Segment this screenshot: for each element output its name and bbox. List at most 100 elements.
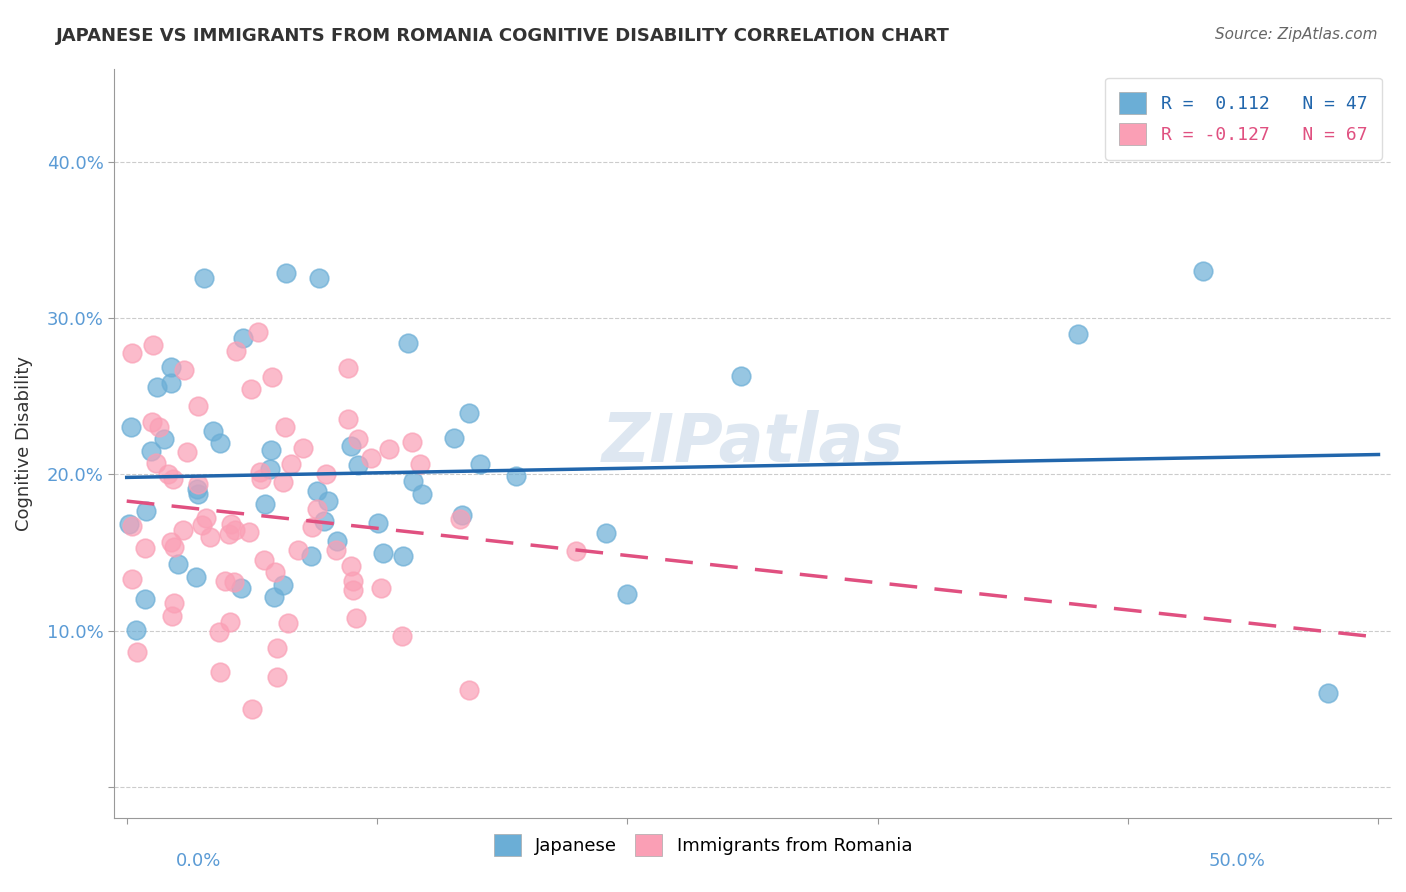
Point (299, 549, 322, 564)
Point (565, 543, 588, 558)
Point (378, 442, 401, 457)
Point (396, 335, 419, 350)
Point (271, 475, 294, 489)
Point (225, 343, 247, 358)
Point (325, 542, 347, 557)
Point (135, 504, 157, 518)
Point (274, 420, 297, 434)
Point (316, 494, 339, 508)
Point (139, 443, 162, 458)
Point (263, 591, 285, 605)
Point (145, 456, 167, 470)
Point (148, 420, 170, 434)
Point (266, 641, 288, 656)
Point (312, 514, 335, 528)
Point (160, 535, 183, 549)
Point (337, 360, 360, 375)
Point (401, 434, 423, 449)
Point (249, 465, 271, 479)
Point (232, 331, 254, 345)
Point (263, 566, 285, 580)
Point (160, 609, 183, 624)
Point (301, 520, 323, 534)
Point (451, 508, 474, 523)
Point (121, 518, 143, 533)
Point (134, 541, 156, 555)
Point (214, 574, 236, 588)
Point (370, 582, 392, 596)
Point (146, 379, 169, 393)
Point (240, 701, 263, 715)
Point (172, 524, 194, 538)
Point (616, 587, 638, 601)
Point (458, 406, 481, 420)
Point (253, 553, 276, 567)
Point (238, 524, 260, 539)
Point (342, 583, 364, 598)
Point (336, 412, 359, 426)
Point (367, 516, 389, 531)
Point (187, 487, 209, 501)
Point (280, 457, 302, 471)
Y-axis label: Cognitive Disability: Cognitive Disability (15, 356, 32, 531)
Point (344, 611, 367, 625)
Point (443, 431, 465, 445)
Point (121, 346, 143, 360)
Point (127, 645, 149, 659)
Point (347, 458, 370, 472)
Point (173, 363, 195, 377)
Point (305, 484, 328, 499)
Point (219, 615, 242, 629)
Point (408, 458, 430, 472)
Point (141, 415, 163, 429)
Point (360, 451, 382, 466)
Point (125, 623, 148, 637)
Point (308, 271, 330, 285)
Point (163, 540, 186, 554)
Point (163, 596, 186, 610)
Point (315, 467, 337, 481)
Point (186, 482, 208, 496)
Text: 50.0%: 50.0% (1209, 852, 1265, 870)
Point (187, 399, 209, 413)
Point (253, 497, 276, 511)
Point (340, 558, 363, 573)
Point (273, 578, 295, 592)
Point (468, 457, 491, 471)
Point (1192, 264, 1215, 278)
Text: ZIPatlas: ZIPatlas (602, 410, 904, 476)
Point (118, 516, 141, 531)
Point (250, 472, 273, 486)
Point (260, 442, 283, 457)
Point (222, 574, 245, 589)
Point (134, 591, 156, 606)
Point (224, 524, 246, 538)
Point (392, 549, 415, 563)
Legend: R =  0.112   N = 47, R = -0.127   N = 67: R = 0.112 N = 47, R = -0.127 N = 67 (1105, 78, 1382, 160)
Point (219, 516, 242, 531)
Point (194, 511, 217, 525)
Point (730, 369, 752, 384)
Point (162, 472, 184, 486)
Point (287, 543, 309, 558)
Text: 0.0%: 0.0% (176, 852, 221, 870)
Text: JAPANESE VS IMMIGRANTS FROM ROMANIA COGNITIVE DISABILITY CORRELATION CHART: JAPANESE VS IMMIGRANTS FROM ROMANIA COGN… (56, 27, 950, 45)
Point (292, 441, 315, 455)
Point (326, 534, 349, 549)
Point (274, 266, 297, 280)
Point (411, 487, 433, 501)
Point (391, 629, 413, 643)
Point (277, 615, 299, 630)
Point (1067, 326, 1090, 341)
Point (371, 546, 394, 560)
Point (142, 337, 165, 351)
Point (342, 574, 364, 589)
Point (595, 526, 617, 541)
Point (166, 557, 188, 571)
Point (239, 382, 262, 396)
Point (120, 420, 142, 434)
Point (121, 572, 143, 586)
Point (202, 424, 225, 438)
Point (160, 376, 183, 391)
Point (156, 467, 179, 481)
